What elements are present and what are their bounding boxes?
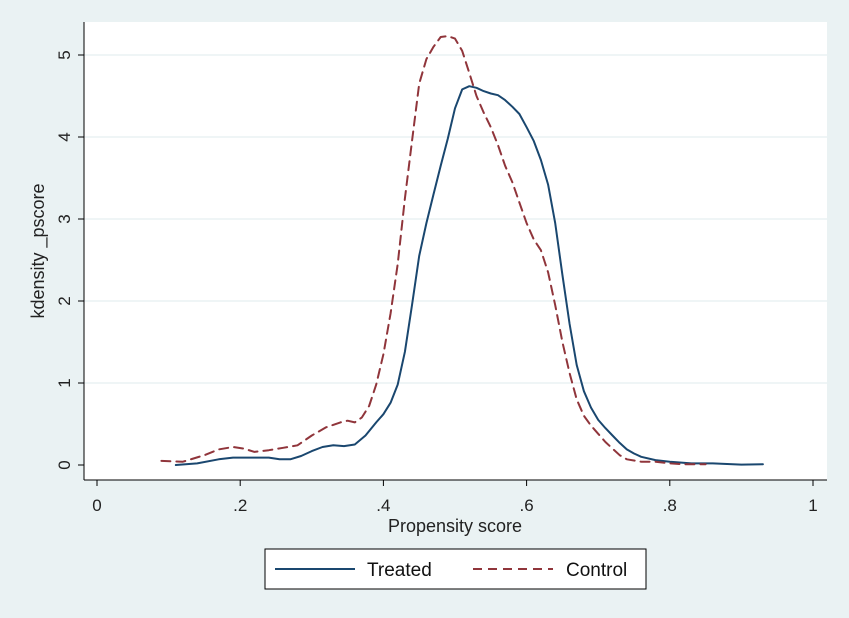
series-lines — [160, 35, 764, 466]
x-tick-label-0: 0 — [92, 496, 101, 515]
x-tick-label-5: 1 — [808, 496, 817, 515]
x-axis-title: Propensity score — [388, 516, 522, 536]
x-tick-label-3: .6 — [520, 496, 534, 515]
y-tick-label-3: 3 — [55, 214, 74, 223]
y-tick-label-2: 2 — [55, 296, 74, 305]
series-line-control — [160, 35, 707, 466]
x-tick-label-4: .8 — [663, 496, 677, 515]
y-axis-ticks: 0 1 2 3 4 5 — [55, 50, 84, 470]
x-tick-label-2: .4 — [376, 496, 390, 515]
plot-area — [84, 22, 827, 480]
legend-label-treated: Treated — [367, 560, 432, 581]
legend: Treated Control — [264, 548, 647, 590]
gridlines — [84, 54, 827, 384]
series-line-treated — [174, 85, 764, 466]
legend-label-control: Control — [566, 560, 627, 581]
y-tick-label-1: 1 — [55, 378, 74, 387]
y-tick-label-4: 4 — [55, 132, 74, 141]
x-tick-label-1: .2 — [233, 496, 247, 515]
x-axis-ticks: 0 .2 .4 .6 .8 1 — [92, 480, 818, 515]
y-axis-title: kdensity _pscore — [28, 183, 49, 318]
y-tick-label-5: 5 — [55, 50, 74, 59]
y-tick-label-0: 0 — [55, 460, 74, 469]
